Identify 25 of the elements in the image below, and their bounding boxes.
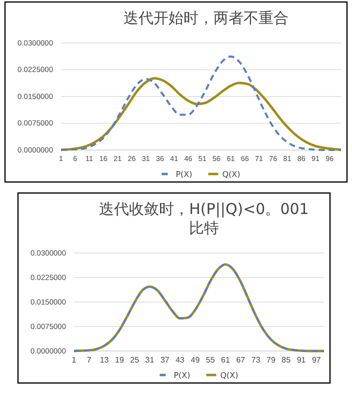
legend-label: Q(X) <box>220 371 238 380</box>
legend-label: P(X) <box>176 170 192 179</box>
x-tick-label: 91 <box>296 356 306 365</box>
x-tick-label: 13 <box>100 356 110 365</box>
x-tick-label: 37 <box>160 356 170 365</box>
x-tick-label: 1 <box>72 356 77 365</box>
x-tick-label: 85 <box>282 356 292 365</box>
x-tick-label: 73 <box>251 356 261 365</box>
legend-label: Q(X) <box>222 170 240 179</box>
x-tick-label: 7 <box>86 356 92 365</box>
chart-title: 迭代收敛时，H(P||Q)<0。001比特 <box>99 200 309 237</box>
x-tick-label: 31 <box>145 356 155 365</box>
x-tick-label: 43 <box>176 356 186 365</box>
x-tick-label: 67 <box>236 356 246 365</box>
x-tick-label: 25 <box>130 356 140 365</box>
line-series <box>60 77 342 151</box>
x-tick-label: 55 <box>206 356 216 365</box>
chart-title: 迭代开始时，两者不重合 <box>124 9 288 27</box>
x-tick-label: 49 <box>190 356 200 365</box>
x-tick-label: 97 <box>312 356 322 365</box>
x-tick-label: 79 <box>266 356 276 365</box>
x-tick-label: 19 <box>115 356 124 365</box>
x-tick-label: 61 <box>221 356 231 365</box>
line-series <box>60 56 342 151</box>
legend-label: P(X) <box>174 371 190 380</box>
